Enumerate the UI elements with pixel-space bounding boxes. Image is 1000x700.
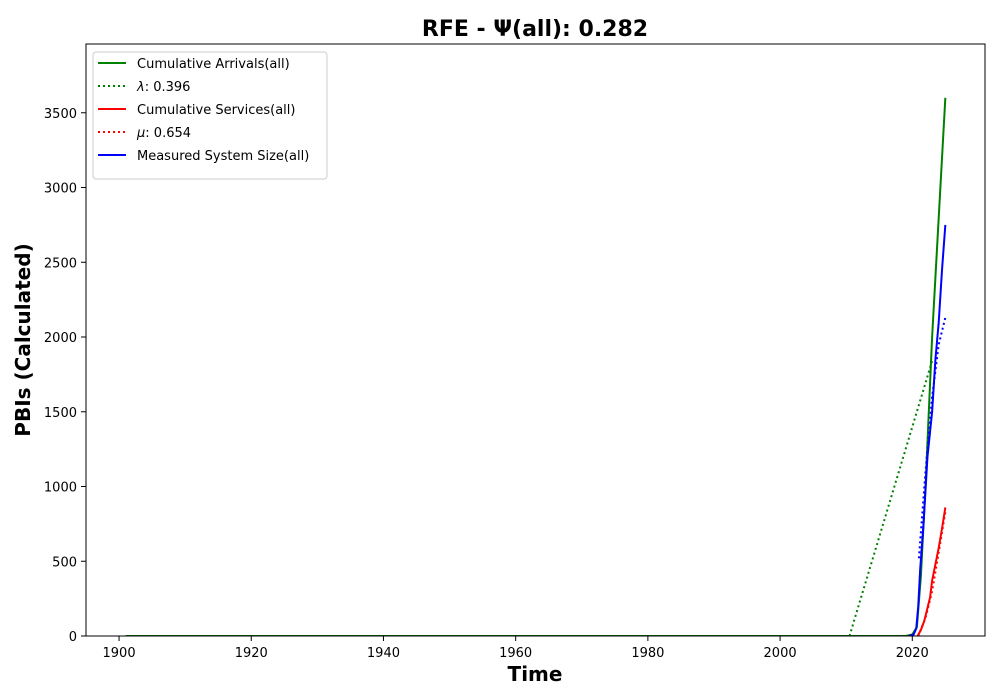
x-axis-label: Time xyxy=(508,662,563,686)
series-line-5 xyxy=(908,224,947,636)
chart-title: RFE - Ψ(all): 0.282 xyxy=(422,17,648,42)
legend-entry-label: μ: 0.654 xyxy=(136,126,191,141)
x-axis: 1900 1920 1940 1960 1980 2000 2020 xyxy=(103,636,929,661)
x-tick-label: 1920 xyxy=(235,646,268,661)
y-axis: 0 500 1000 1500 2000 2500 3000 3500 xyxy=(44,107,86,645)
plot-frame xyxy=(85,43,986,637)
x-tick-label: 1940 xyxy=(367,646,400,661)
y-axis-label: PBIs (Calculated) xyxy=(11,243,35,436)
x-tick-label: 2000 xyxy=(764,646,797,661)
x-tick-label: 1980 xyxy=(631,646,664,661)
y-tick-label: 500 xyxy=(52,555,77,570)
y-tick-label: 3000 xyxy=(44,182,77,197)
series-line-4 xyxy=(917,511,947,636)
x-tick-label: 1900 xyxy=(103,646,136,661)
y-tick-label: 0 xyxy=(69,630,77,645)
y-tick-label: 1000 xyxy=(44,481,77,496)
y-tick-label: 3500 xyxy=(44,107,77,122)
legend-entry-label: Measured System Size(all) xyxy=(137,149,309,164)
series-line-6 xyxy=(917,317,947,559)
legend-entry-label: λ: 0.396 xyxy=(136,80,190,95)
y-tick-label: 2500 xyxy=(44,256,77,271)
legend-entry-label: Cumulative Arrivals(all) xyxy=(137,57,290,72)
y-tick-label: 2000 xyxy=(44,331,77,346)
y-tick-label: 1500 xyxy=(44,406,77,421)
legend-box xyxy=(92,51,328,180)
x-tick-label: 1960 xyxy=(499,646,532,661)
plot-area xyxy=(85,43,986,637)
legend: Cumulative Arrivals(all) λ: 0.396 Cumulati… xyxy=(92,51,328,180)
x-tick-label: 2020 xyxy=(896,646,929,661)
legend-entry-label: Cumulative Services(all) xyxy=(137,103,295,118)
